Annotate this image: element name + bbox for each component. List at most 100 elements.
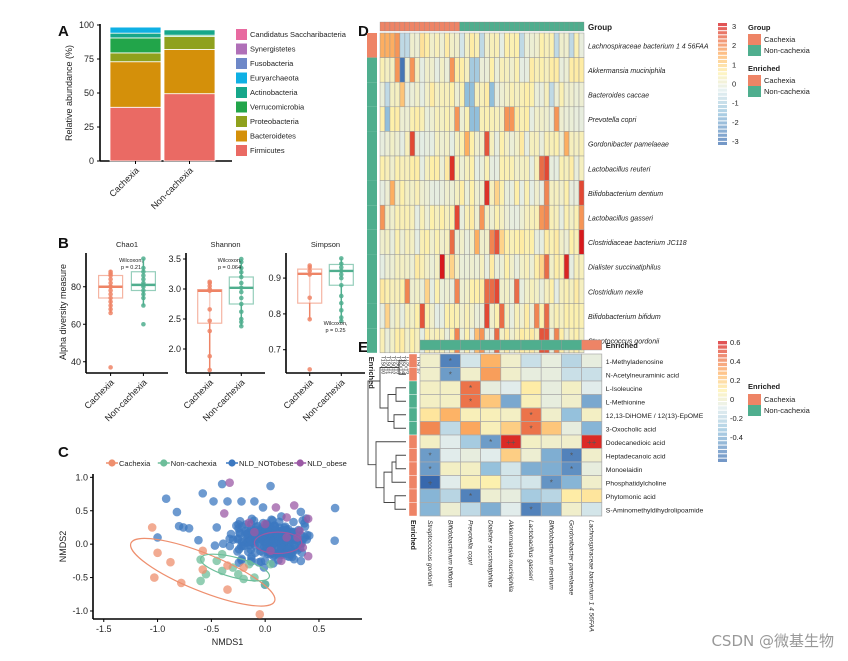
facet-shannon: Shannon2.02.53.03.5CachexiaNon-cachexiaW… — [168, 240, 265, 423]
enriched-annotation-cell — [367, 57, 377, 83]
y-tick-label: 0.7 — [268, 345, 281, 355]
y-axis-title: Relative abundance (%) — [64, 45, 74, 141]
row-enriched-cell — [408, 434, 418, 449]
color-key-step — [718, 341, 727, 345]
heatmap-cell — [424, 106, 431, 132]
heatmap-cell — [414, 229, 421, 255]
heatmap-cell — [573, 106, 580, 132]
row-enriched-cell — [408, 502, 418, 517]
heatmap-cell — [404, 180, 411, 206]
scatter-point — [194, 535, 203, 545]
heatmap-cell — [414, 81, 421, 108]
heatmap-cell — [533, 303, 540, 329]
heatmap-cell — [489, 278, 495, 304]
heatmap-cell — [529, 229, 535, 255]
heatmap-cell — [509, 180, 515, 206]
heatmap-cell — [489, 81, 495, 108]
enriched-annotation-cell — [460, 339, 481, 351]
heatmap-cell — [474, 278, 480, 304]
facet-title: Chao1 — [116, 240, 138, 249]
heatmap-cell — [479, 57, 485, 83]
y-tick-label: 25 — [84, 122, 94, 132]
heatmap-cell — [419, 57, 426, 83]
group-annotation-cell — [534, 21, 540, 32]
column-label: Lactobacillus gasseri — [527, 520, 534, 581]
heatmap-cell — [379, 81, 386, 108]
heatmap-cell — [444, 106, 450, 132]
heatmap-cell — [533, 229, 540, 255]
wilcoxon-label: Wilcoxon, — [218, 258, 242, 264]
heatmap-cell — [568, 81, 575, 108]
heatmap-cell — [454, 278, 460, 304]
heatmap-cell — [489, 57, 495, 83]
heatmap-cell — [464, 303, 470, 329]
heatmap-cell — [524, 229, 530, 255]
heatmap-cell — [460, 475, 481, 490]
dendrogram-branch — [395, 387, 406, 402]
bar-segment-verrucomicrobia — [109, 37, 162, 54]
heatmap-cell — [419, 421, 441, 436]
heatmap-cell — [504, 155, 510, 181]
heatmap-cell — [484, 32, 490, 58]
heatmap-cell — [414, 106, 421, 132]
color-key-step — [718, 92, 727, 96]
heatmap-cell — [561, 434, 582, 449]
heatmap-cell — [419, 81, 426, 108]
heatmap-cell — [409, 278, 416, 304]
heatmap-cell — [444, 278, 450, 304]
heatmap-cell — [538, 180, 545, 206]
scatter-point — [246, 545, 256, 555]
legend-swatch — [748, 34, 761, 45]
heatmap-cell — [504, 254, 510, 280]
heatmap-cell — [489, 254, 495, 280]
column-label: T1SC02 — [389, 356, 395, 375]
significance-mark: ++ — [587, 438, 597, 447]
heatmap-cell — [404, 57, 411, 83]
heatmap-cell — [494, 131, 500, 157]
data-point — [239, 269, 244, 275]
heatmap-cell — [548, 180, 555, 206]
heatmap-cell — [389, 204, 396, 231]
color-key-step — [718, 445, 727, 449]
color-key-step — [718, 449, 727, 454]
heatmap-cell — [469, 106, 475, 132]
group-annotation-cell — [464, 21, 470, 32]
heatmap-cell — [561, 353, 582, 368]
heatmap-cell — [563, 229, 570, 255]
group-annotation-cell — [563, 21, 570, 32]
facet-simpson: Simpson0.70.80.9CachexiaNon-cachexiaWilc… — [268, 240, 365, 423]
heatmap-cell — [444, 131, 450, 157]
heatmap-cell — [514, 303, 520, 329]
heatmap-cell — [578, 131, 585, 157]
row-enriched-cell — [408, 421, 418, 436]
group-annotation-cell — [424, 21, 430, 32]
heatmap-cell — [454, 155, 460, 181]
heatmap-cell — [568, 131, 575, 157]
row-enriched-cell — [408, 461, 418, 476]
heatmap-cell — [414, 278, 421, 304]
heatmap-cell — [399, 180, 406, 206]
heatmap-cell — [434, 32, 440, 58]
color-key-step — [718, 55, 727, 59]
heatmap-cell — [449, 180, 455, 206]
scatter-point — [198, 489, 208, 498]
heatmap-cell — [469, 254, 475, 280]
color-key-step — [718, 121, 727, 125]
heatmap-cell — [561, 394, 582, 409]
heatmap-cell — [548, 131, 555, 157]
heatmap-cell — [414, 303, 421, 329]
heatmap-cell — [519, 204, 525, 231]
column-label: T1SC01 — [384, 356, 390, 375]
heatmap-cell — [454, 131, 460, 157]
y-tick-label: 0.0 — [75, 539, 88, 549]
heatmap-cell — [464, 155, 470, 181]
heatmap-cell — [479, 81, 485, 108]
color-key-step — [718, 125, 727, 129]
group-annotation-cell — [469, 21, 475, 32]
heatmap-cell — [553, 131, 560, 157]
heatmap-cell — [581, 502, 603, 517]
heatmap-cell — [489, 32, 495, 58]
scatter-point — [303, 514, 313, 524]
dendrogram-branch — [391, 461, 406, 483]
heatmap-cell — [399, 155, 406, 181]
